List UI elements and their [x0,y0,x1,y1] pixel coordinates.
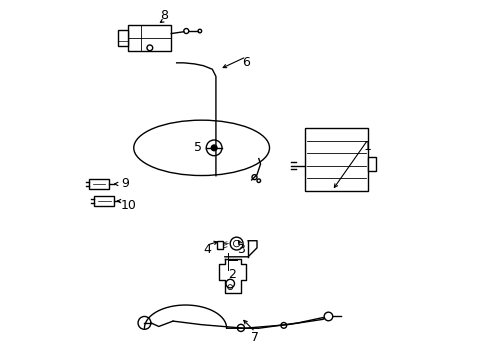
Bar [89,179,108,189]
Bar [367,157,375,171]
Bar [305,128,367,191]
Bar [118,30,128,46]
Text: 10: 10 [120,198,136,212]
Text: 6: 6 [242,55,250,69]
Text: 2: 2 [227,268,235,281]
Text: 1: 1 [363,140,371,153]
Text: 3: 3 [237,243,244,256]
Text: 5: 5 [194,141,202,154]
Text: 8: 8 [160,9,168,22]
Text: 9: 9 [121,177,128,190]
Ellipse shape [134,120,269,176]
Bar [94,196,114,206]
Text: 7: 7 [251,332,259,345]
Bar [128,24,171,51]
Text: 4: 4 [203,243,210,256]
Bar [217,242,223,249]
Circle shape [211,145,217,151]
